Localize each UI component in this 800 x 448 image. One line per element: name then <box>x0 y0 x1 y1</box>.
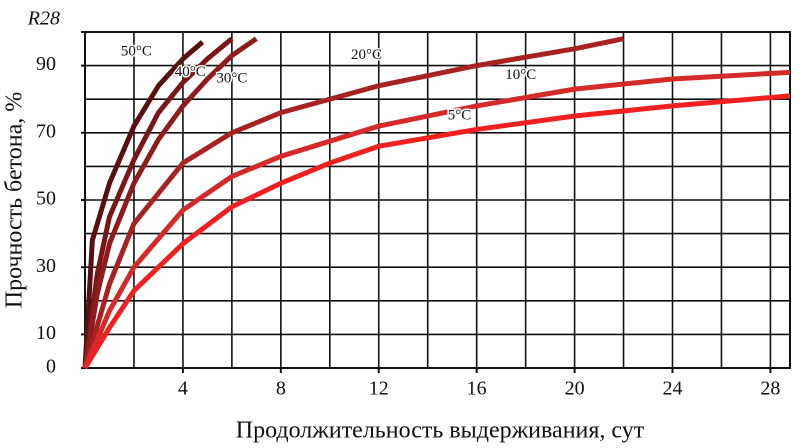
y-tick-label: 0 <box>46 356 56 378</box>
y-axis-label: Прочность бетона, % <box>2 92 28 309</box>
x-tick-label: 28 <box>760 378 780 400</box>
series-line <box>82 36 258 369</box>
series-label: 10°C <box>505 67 536 83</box>
y-tick-label: 50 <box>36 188 56 210</box>
y-tick-label: 70 <box>36 120 56 142</box>
series-label: 50°C <box>121 44 152 60</box>
y-tick-label: 10 <box>36 322 56 344</box>
x-tick-label: 24 <box>663 378 683 400</box>
x-axis-label: Продолжительность выдерживания, сут <box>236 418 645 444</box>
series-label: 20°C <box>351 47 382 63</box>
series-label: 30°C <box>216 70 247 86</box>
series-line <box>82 93 791 370</box>
x-tick-label: 16 <box>467 378 487 400</box>
x-tick-label: 8 <box>276 378 286 400</box>
x-tick-label: 4 <box>178 378 188 400</box>
series-line <box>82 69 791 369</box>
series-line <box>82 36 625 369</box>
series-label: 5°C <box>448 107 472 123</box>
x-tick-label: 20 <box>565 378 585 400</box>
x-tick-label: 12 <box>369 378 389 400</box>
y-tick-label: 90 <box>36 53 56 75</box>
series-label: 40°C <box>175 64 206 80</box>
y-tick-label: R28 <box>27 8 60 30</box>
series-line <box>82 40 205 369</box>
series-line <box>82 36 234 369</box>
y-tick-label: 30 <box>36 255 56 277</box>
